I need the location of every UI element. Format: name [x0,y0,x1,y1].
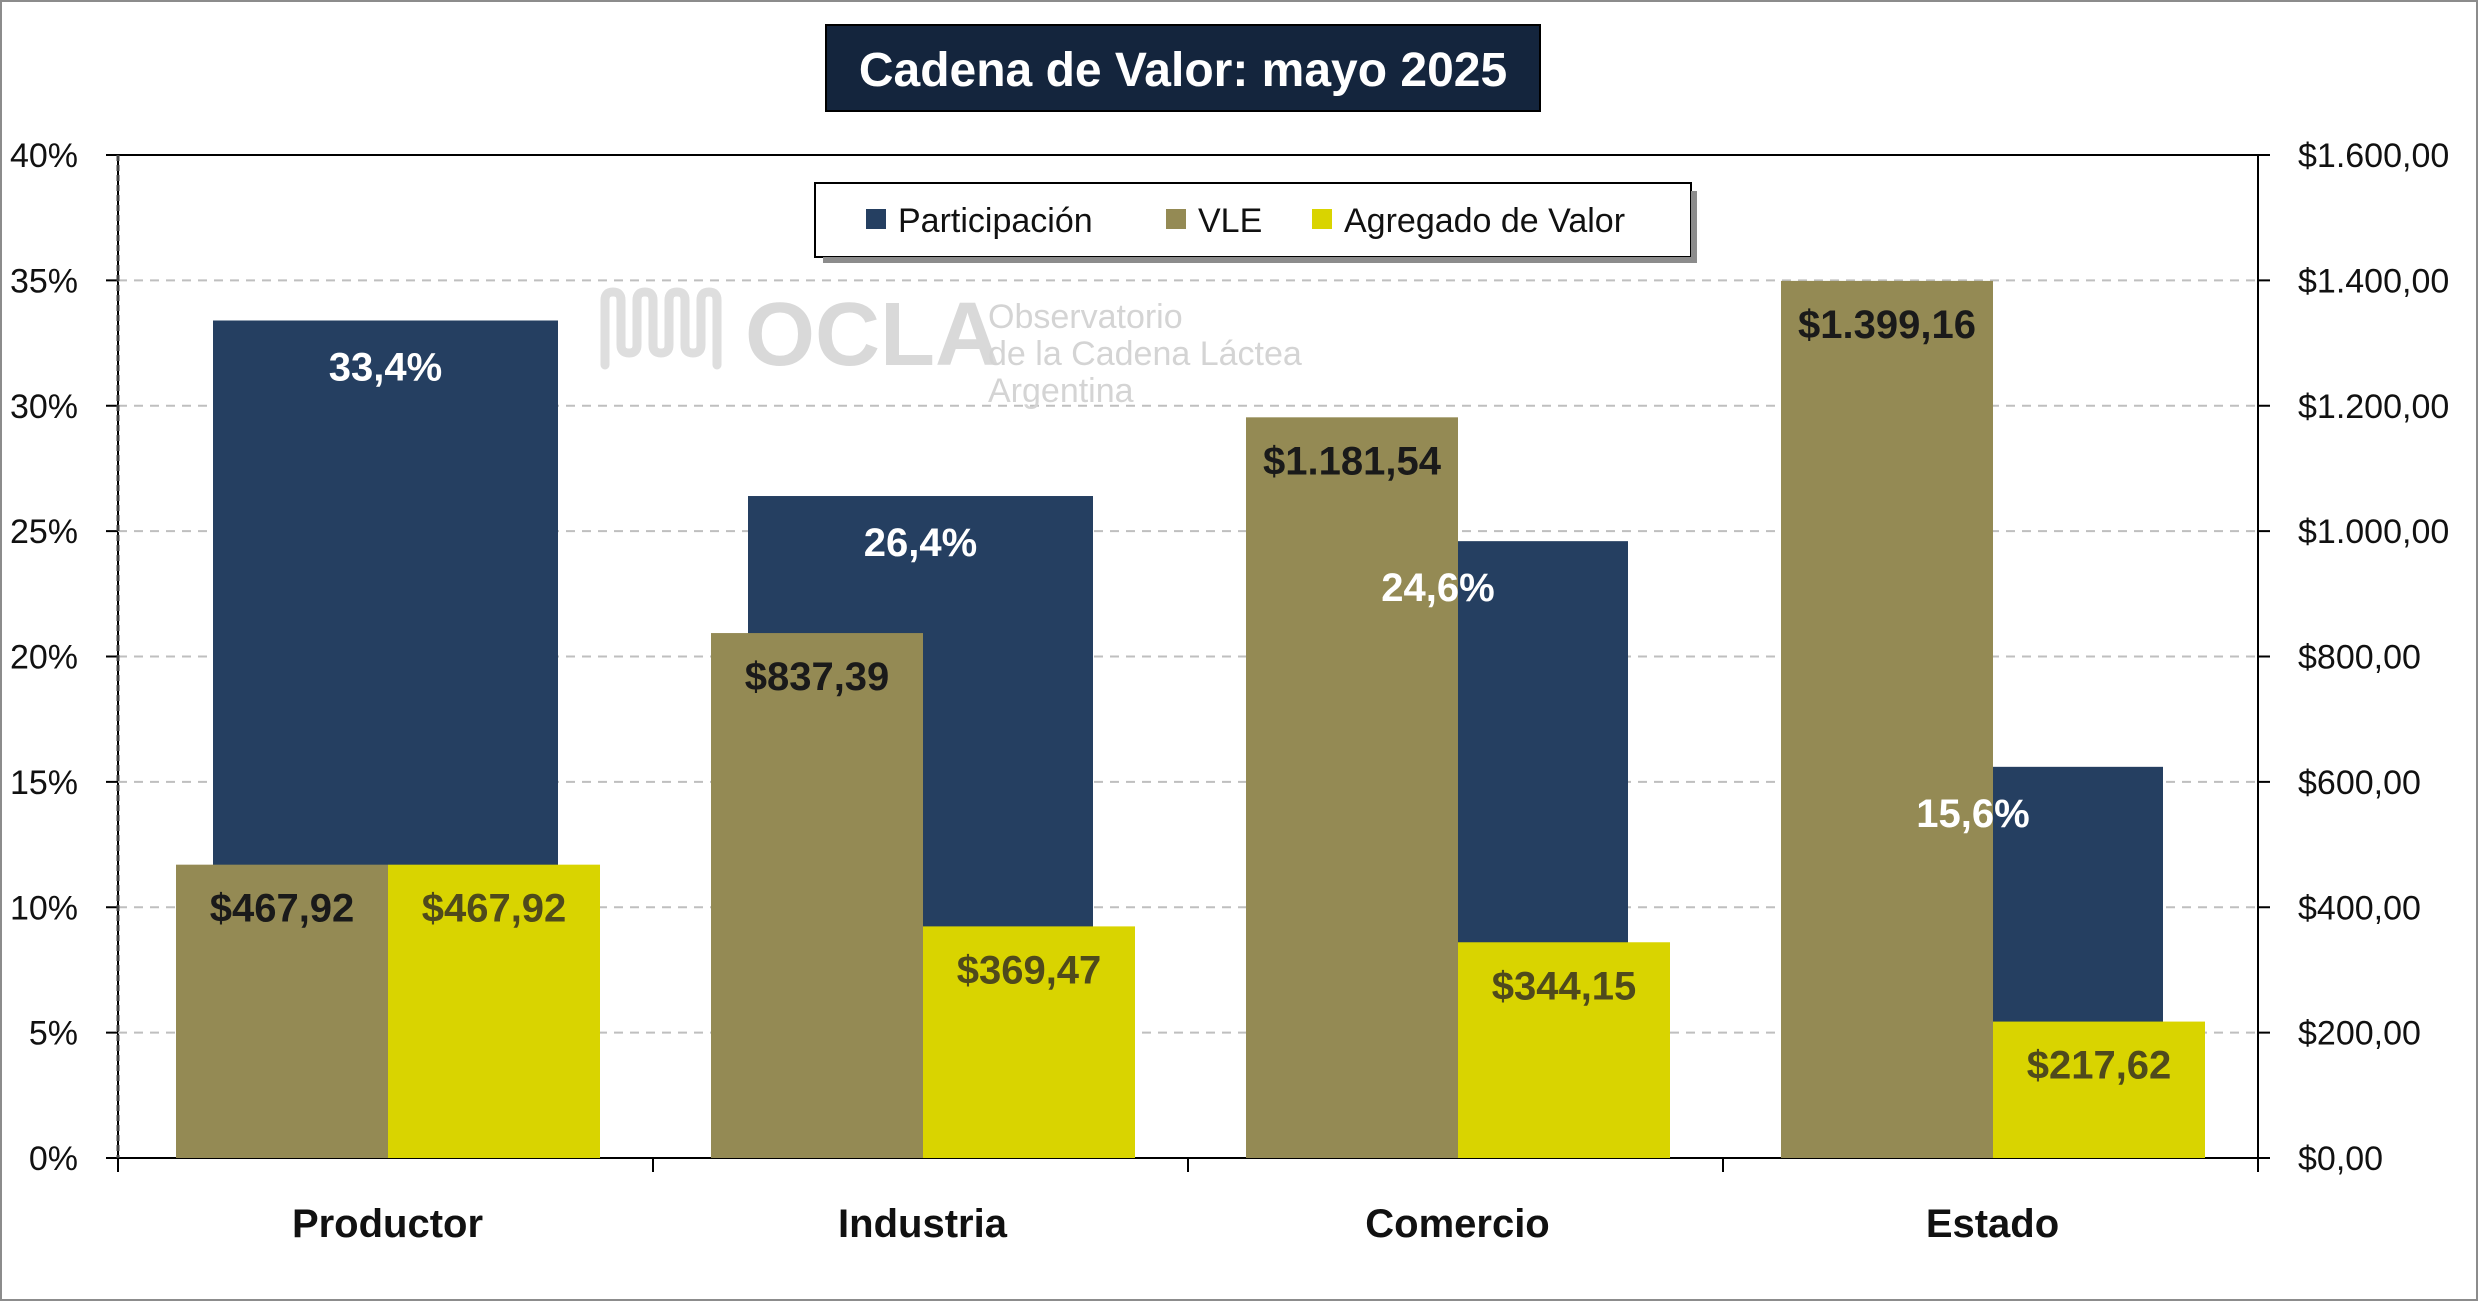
label-vle-3: $1.399,16 [1798,303,1976,347]
label-agregado-3: $217,62 [2027,1044,2172,1088]
bar-vle-3 [1781,280,1993,1158]
label-agregado-1: $369,47 [957,948,1102,992]
watermark-logo: OCLA Observatorio de la Cadena Láctea Ar… [600,285,1302,410]
legend-label-participacion: Participación [898,202,1093,240]
axis-layer: Productor Industria Comercio Estado [117,1158,2259,1246]
right-axis-tick-label: $1.200,00 [2298,388,2449,426]
watermark-line3: Argentina [988,372,1134,410]
label-participacion-1: 26,4% [864,521,977,565]
left-axis-tick-label: 5% [29,1015,78,1053]
legend-box [814,182,1692,258]
chart-title-box: Cadena de Valor: mayo 2025 [825,24,1541,112]
bar-agregado-2 [1458,942,1670,1158]
label-vle-2: $1.181,54 [1263,439,1442,483]
bars-layer: 33,4% $467,92 $467,92 26,4% $837,39 $369,47 24… [176,280,2205,1158]
label-vle-1: $837,39 [745,655,890,699]
left-axis-tick-label: 30% [10,388,78,426]
left-axis-tick-label: 0% [29,1140,78,1178]
chart-title-background [825,24,1541,112]
legend-swatch-vle [1166,209,1186,229]
legend-swatch-participacion [866,209,886,229]
right-axis-tick-label: $1.600,00 [2298,137,2449,175]
watermark-wave-icon [600,287,722,370]
label-agregado-0: $467,92 [422,887,567,931]
left-axis-tick-label: 15% [10,764,78,802]
label-participacion-0: 33,4% [329,345,442,389]
left-axis-tick-label: 35% [10,262,78,300]
label-participacion-2: 24,6% [1381,566,1494,610]
bar-agregado-3 [1993,1021,2205,1158]
left-axis-tick-label: 20% [10,639,78,677]
left-axis-tick-label: 10% [10,889,78,927]
right-axis-tick-label: $200,00 [2298,1015,2421,1053]
bar-vle-1 [711,633,923,1158]
category-label-3: Estado [1926,1202,2059,1246]
watermark-line1: Observatorio [988,298,1183,336]
legend-swatch-agregado [1312,209,1332,229]
right-axis-tick-label: $400,00 [2298,889,2421,927]
right-axis-tick-label: $1.400,00 [2298,262,2449,300]
bar-vle-0 [176,864,388,1158]
right-axis-tick-label: $1.000,00 [2298,513,2449,551]
left-axis-tick-label: 25% [10,513,78,551]
legend-shadow-bottom [823,257,1697,263]
legend: Participación VLE Agregado de Valor [814,182,1697,263]
chart-title: Cadena de Valor: mayo 2025 [859,44,1507,97]
category-label-0: Productor [292,1202,483,1246]
watermark-brand: OCLA [745,285,1000,385]
watermark-line2: de la Cadena Láctea [988,335,1302,373]
legend-label-agregado: Agregado de Valor [1344,202,1625,240]
bar-agregado-1 [923,926,1135,1158]
legend-shadow [1691,191,1697,263]
right-axis-tick-label: $600,00 [2298,764,2421,802]
category-label-2: Comercio [1365,1202,1550,1246]
label-vle-0: $467,92 [210,887,355,931]
bar-vle-2 [1246,417,1458,1158]
category-label-1: Industria [838,1202,1008,1246]
label-agregado-2: $344,15 [1492,964,1637,1008]
left-axis-tick-label: 40% [10,137,78,175]
bar-agregado-0 [388,864,600,1158]
right-axis-tick-label: $0,00 [2298,1140,2383,1178]
label-participacion-3: 15,6% [1916,792,2029,836]
right-axis-tick-label: $800,00 [2298,639,2421,677]
legend-label-vle: VLE [1198,202,1262,240]
